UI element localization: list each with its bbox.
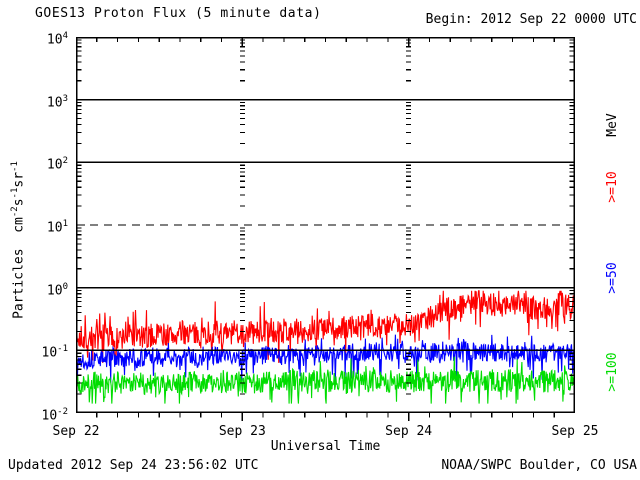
grid-lines [76,39,575,395]
begin-time-label: Begin: 2012 Sep 22 0000 UTC [425,12,637,27]
series--100-mev [76,356,575,404]
x-axis-title: Universal Time [270,439,381,454]
x-tick-label: Sep 22 [52,424,100,439]
updated-timestamp: Updated 2012 Sep 24 23:56:02 UTC [8,458,259,473]
y-tick-label: 102 [46,156,68,173]
legend-entry-ge50: >=50 [605,262,620,294]
y-tick-label: 10-1 [41,344,69,361]
y-tick-label: 10-2 [41,407,69,424]
y-tick-label: 103 [46,93,68,110]
x-tick-label: Sep 25 [551,424,599,439]
y-tick-label: 101 [46,219,68,236]
y-axis-title: Particles cm-2s-1sr-1 [10,161,27,319]
y-tick-label: 104 [46,31,68,48]
plot-frame [76,37,575,413]
proton-flux-plot [76,37,575,421]
y-tick-label: 100 [46,281,68,298]
legend-entry-ge100: >=100 [605,352,620,392]
series--10-mev [76,290,575,364]
x-tick-label: Sep 24 [385,424,433,439]
source-attribution: NOAA/SWPC Boulder, CO USA [441,458,637,473]
series--50-mev [76,334,575,386]
chart-title: GOES13 Proton Flux (5 minute data) [35,6,322,21]
plot-area [76,37,575,427]
legend-entry-ge10: >=10 [605,171,620,203]
x-tick-label: Sep 23 [218,424,266,439]
axis-ticks [76,37,575,421]
